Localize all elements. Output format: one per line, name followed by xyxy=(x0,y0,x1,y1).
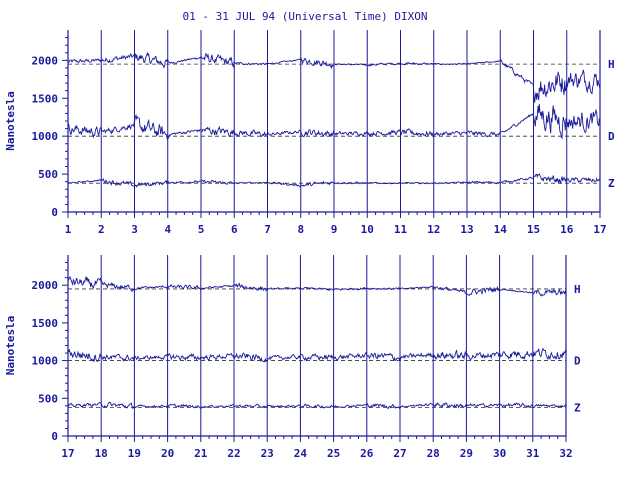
component-label-Z: Z xyxy=(608,177,615,190)
panel-2: 17 18 19 20 21 22 23 24 25 26 27 28 29 30 31 32 0 500 1000… xyxy=(4,255,581,460)
x-tick-label: 26 xyxy=(360,447,374,460)
x-tick-label: 6 xyxy=(231,223,238,236)
x-tick-label: 30 xyxy=(493,447,506,460)
x-tick-label: 23 xyxy=(261,447,274,460)
x-tick-label: 20 xyxy=(161,447,174,460)
x-tick-label: 8 xyxy=(297,223,304,236)
x-tick-label: 2 xyxy=(98,223,105,236)
component-label-D: D xyxy=(608,130,615,143)
x-tick-label: 18 xyxy=(95,447,108,460)
x-tick-label: 24 xyxy=(294,447,308,460)
x-tick-label: 10 xyxy=(361,223,374,236)
y-tick-label: 1500 xyxy=(32,92,59,105)
y-tick-label: 500 xyxy=(38,168,58,181)
component-label-H: H xyxy=(574,283,581,296)
series-line-D xyxy=(67,348,567,363)
y-tick-label: 2000 xyxy=(32,279,59,292)
x-tick-label: 17 xyxy=(61,447,74,460)
x-tick-label: 14 xyxy=(494,223,508,236)
component-label-H: H xyxy=(608,58,615,71)
x-tick-label: 27 xyxy=(393,447,406,460)
x-tick-label: 17 xyxy=(593,223,606,236)
y-axis-label: Nanotesla xyxy=(4,316,17,376)
y-axis-label: Nanotesla xyxy=(4,91,17,151)
x-tick-label: 4 xyxy=(164,223,171,236)
x-tick-label: 16 xyxy=(560,223,574,236)
y-tick-label: 0 xyxy=(51,430,58,443)
component-label-Z: Z xyxy=(574,401,581,414)
series-line-H xyxy=(67,275,567,297)
series-line-H xyxy=(67,51,601,103)
x-tick-label: 31 xyxy=(526,447,540,460)
x-tick-label: 9 xyxy=(331,223,338,236)
x-tick-label: 15 xyxy=(527,223,540,236)
y-tick-label: 1500 xyxy=(32,317,59,330)
series-line-Z xyxy=(67,173,601,188)
series-line-D xyxy=(67,103,601,140)
x-tick-label: 7 xyxy=(264,223,271,236)
x-tick-label: 29 xyxy=(460,447,473,460)
x-tick-label: 13 xyxy=(460,223,473,236)
y-tick-label: 2000 xyxy=(32,54,59,67)
x-tick-label: 22 xyxy=(227,447,240,460)
x-tick-label: 21 xyxy=(194,447,208,460)
x-tick-label: 19 xyxy=(128,447,141,460)
x-tick-label: 25 xyxy=(327,447,340,460)
x-tick-label: 3 xyxy=(131,223,138,236)
y-tick-label: 500 xyxy=(38,392,58,405)
series-line-Z xyxy=(67,401,567,410)
y-tick-label: 0 xyxy=(51,206,58,219)
x-tick-label: 12 xyxy=(427,223,440,236)
x-tick-label: 1 xyxy=(65,223,72,236)
x-tick-label: 28 xyxy=(427,447,440,460)
x-tick-label: 5 xyxy=(198,223,205,236)
y-tick-label: 1000 xyxy=(32,130,59,143)
component-label-D: D xyxy=(574,355,581,368)
y-tick-label: 1000 xyxy=(32,355,59,368)
x-tick-label: 11 xyxy=(394,223,408,236)
x-tick-label: 32 xyxy=(559,447,572,460)
chart-title: 01 - 31 JUL 94 (Universal Time) DIXON xyxy=(182,10,427,23)
panel-1: 1 2 3 4 5 6 7 8 9 10 11 12 13 14 15 16 17050010001500200… xyxy=(4,30,615,236)
